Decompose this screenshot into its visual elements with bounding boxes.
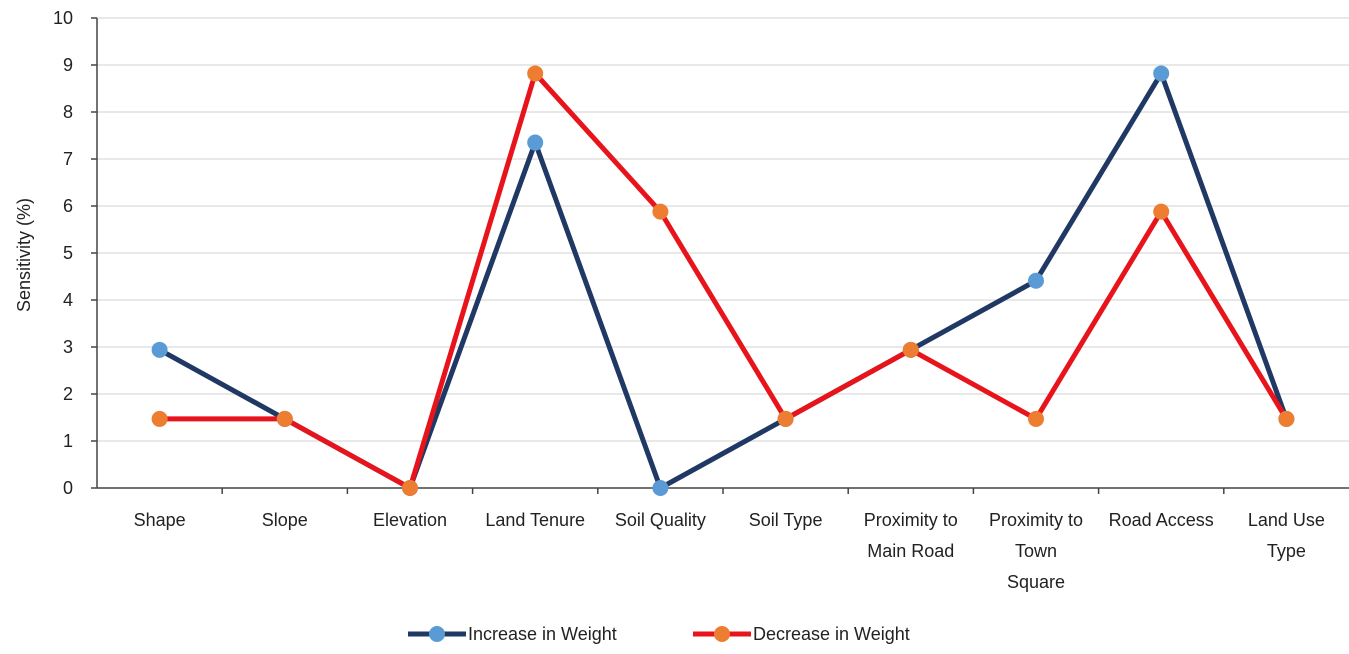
data-point <box>1278 410 1295 427</box>
data-point <box>276 410 293 427</box>
y-tick-label: 0 <box>63 478 73 498</box>
y-tick-label: 3 <box>63 337 73 357</box>
y-tick-label: 5 <box>63 243 73 263</box>
data-point <box>151 341 168 358</box>
category-label: Soil Quality <box>615 510 706 530</box>
data-point <box>652 480 669 496</box>
data-point <box>151 410 168 427</box>
y-tick-label: 9 <box>63 55 73 75</box>
category-label: Land Tenure <box>485 510 585 530</box>
legend-label: Increase in Weight <box>468 624 617 644</box>
data-point <box>652 203 669 220</box>
category-labels: Shape Slope Elevation Land Tenure Soil Quali… <box>134 510 1325 592</box>
legend-label: Decrease in Weight <box>753 624 910 644</box>
series-lines <box>157 70 1289 491</box>
series-line-1 <box>157 70 1289 491</box>
data-point <box>402 480 418 496</box>
data-point <box>527 134 544 151</box>
y-tick-label: 10 <box>53 8 73 28</box>
category-label: Land Use Type <box>1248 510 1325 561</box>
data-point <box>1153 65 1170 82</box>
data-point <box>902 341 919 358</box>
series-markers <box>151 65 1295 496</box>
category-label: Elevation <box>373 510 447 530</box>
y-axis-title: Sensitivity (%) <box>14 198 34 312</box>
legend: Increase in Weight Decrease in Weight <box>408 624 910 644</box>
category-label: Shape <box>134 510 186 530</box>
legend-swatch-marker <box>714 626 730 642</box>
y-tick-label: 1 <box>63 431 73 451</box>
data-point <box>1028 410 1044 427</box>
category-label: Soil Type <box>749 510 823 530</box>
y-tick-label: 2 <box>63 384 73 404</box>
y-tick-label: 6 <box>63 196 73 216</box>
category-label: Proximity to Main Road <box>864 510 958 561</box>
data-point <box>1028 272 1044 289</box>
category-label: Road Access <box>1109 510 1214 530</box>
category-label: Slope <box>262 510 308 530</box>
data-point <box>1153 203 1170 220</box>
gridlines <box>97 17 1349 442</box>
y-tick-label: 7 <box>63 149 73 169</box>
y-tick-labels: 0 1 2 3 4 5 6 7 8 9 10 <box>53 8 73 498</box>
axes <box>91 17 1349 494</box>
y-tick-label: 8 <box>63 102 73 122</box>
y-tick-label: 4 <box>63 290 73 310</box>
data-point <box>777 410 794 427</box>
legend-swatch-marker <box>429 626 445 642</box>
category-label: Proximity to Town Square <box>989 510 1083 592</box>
data-point <box>527 65 544 82</box>
